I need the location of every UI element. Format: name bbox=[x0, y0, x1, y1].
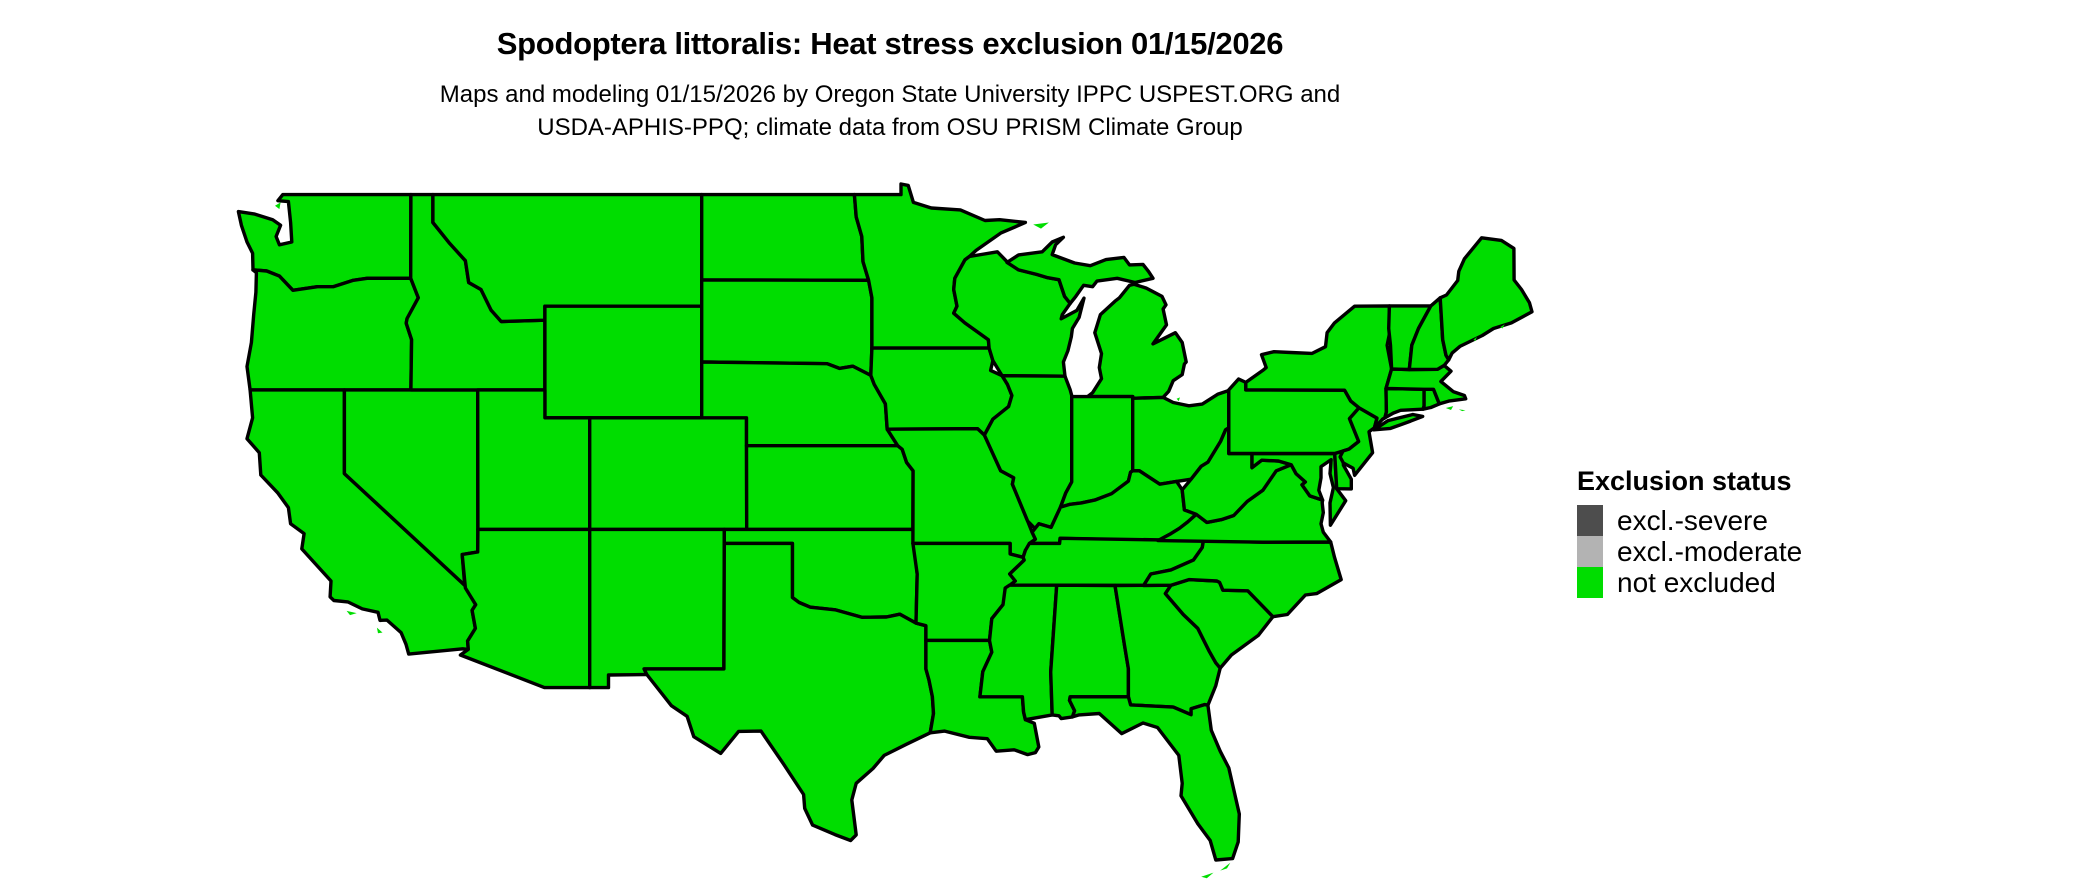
legend-item-not-excluded: not excluded bbox=[1577, 567, 1802, 598]
map-title: Spodoptera littoralis: Heat stress exclu… bbox=[496, 26, 1284, 61]
state-nd bbox=[700, 192, 871, 282]
state-md bbox=[1250, 451, 1348, 527]
island-10 bbox=[1176, 397, 1180, 402]
island-1 bbox=[1033, 222, 1049, 229]
legend-item-excl-severe: excl.-severe bbox=[1577, 505, 1802, 536]
legend-label-excl-moderate: excl.-moderate bbox=[1617, 536, 1803, 567]
island-0 bbox=[275, 202, 281, 210]
state-co bbox=[588, 416, 749, 532]
island-9 bbox=[1473, 336, 1477, 342]
state-me bbox=[1438, 236, 1534, 362]
island-3 bbox=[376, 627, 383, 634]
state-fl bbox=[1067, 695, 1241, 862]
state-nc bbox=[1141, 538, 1343, 619]
island-8 bbox=[1500, 324, 1505, 329]
state-wy bbox=[543, 304, 704, 420]
map-subtitle-line2: USDA-APHIS-PPQ; climate data from OSU PR… bbox=[537, 114, 1243, 141]
legend: Exclusion status excl.-severe excl.-mode… bbox=[1577, 466, 1802, 598]
legend-item-excl-moderate: excl.-moderate bbox=[1577, 536, 1802, 567]
island-6 bbox=[1220, 862, 1231, 871]
island-2 bbox=[346, 610, 357, 616]
legend-swatch-excl-moderate bbox=[1577, 536, 1603, 567]
legend-label-excl-severe: excl.-severe bbox=[1617, 505, 1768, 536]
island-4 bbox=[1445, 406, 1454, 410]
legend-swatch-not-excluded bbox=[1577, 567, 1603, 598]
state-az bbox=[458, 527, 592, 690]
header: Spodoptera littoralis: Heat stress exclu… bbox=[0, 0, 1780, 144]
state-tx bbox=[642, 541, 936, 843]
state-mi-lp bbox=[1085, 282, 1188, 400]
map-subtitle-line1: Maps and modeling 01/15/2026 by Oregon S… bbox=[439, 81, 1341, 108]
state-ny-li bbox=[1372, 412, 1425, 432]
legend-title: Exclusion status bbox=[1577, 466, 1792, 496]
island-7 bbox=[1201, 872, 1214, 879]
legend-label-not-excluded: not excluded bbox=[1617, 567, 1776, 598]
state-ks bbox=[744, 444, 915, 532]
map-subtitle: Maps and modeling 01/15/2026 by Oregon S… bbox=[0, 78, 1780, 144]
legend-swatch-excl-severe bbox=[1577, 505, 1603, 536]
state-mi-up bbox=[1005, 235, 1155, 306]
state-nm bbox=[588, 527, 726, 690]
state-or bbox=[245, 268, 420, 392]
states-layer bbox=[236, 182, 1534, 879]
island-5 bbox=[1458, 409, 1466, 412]
